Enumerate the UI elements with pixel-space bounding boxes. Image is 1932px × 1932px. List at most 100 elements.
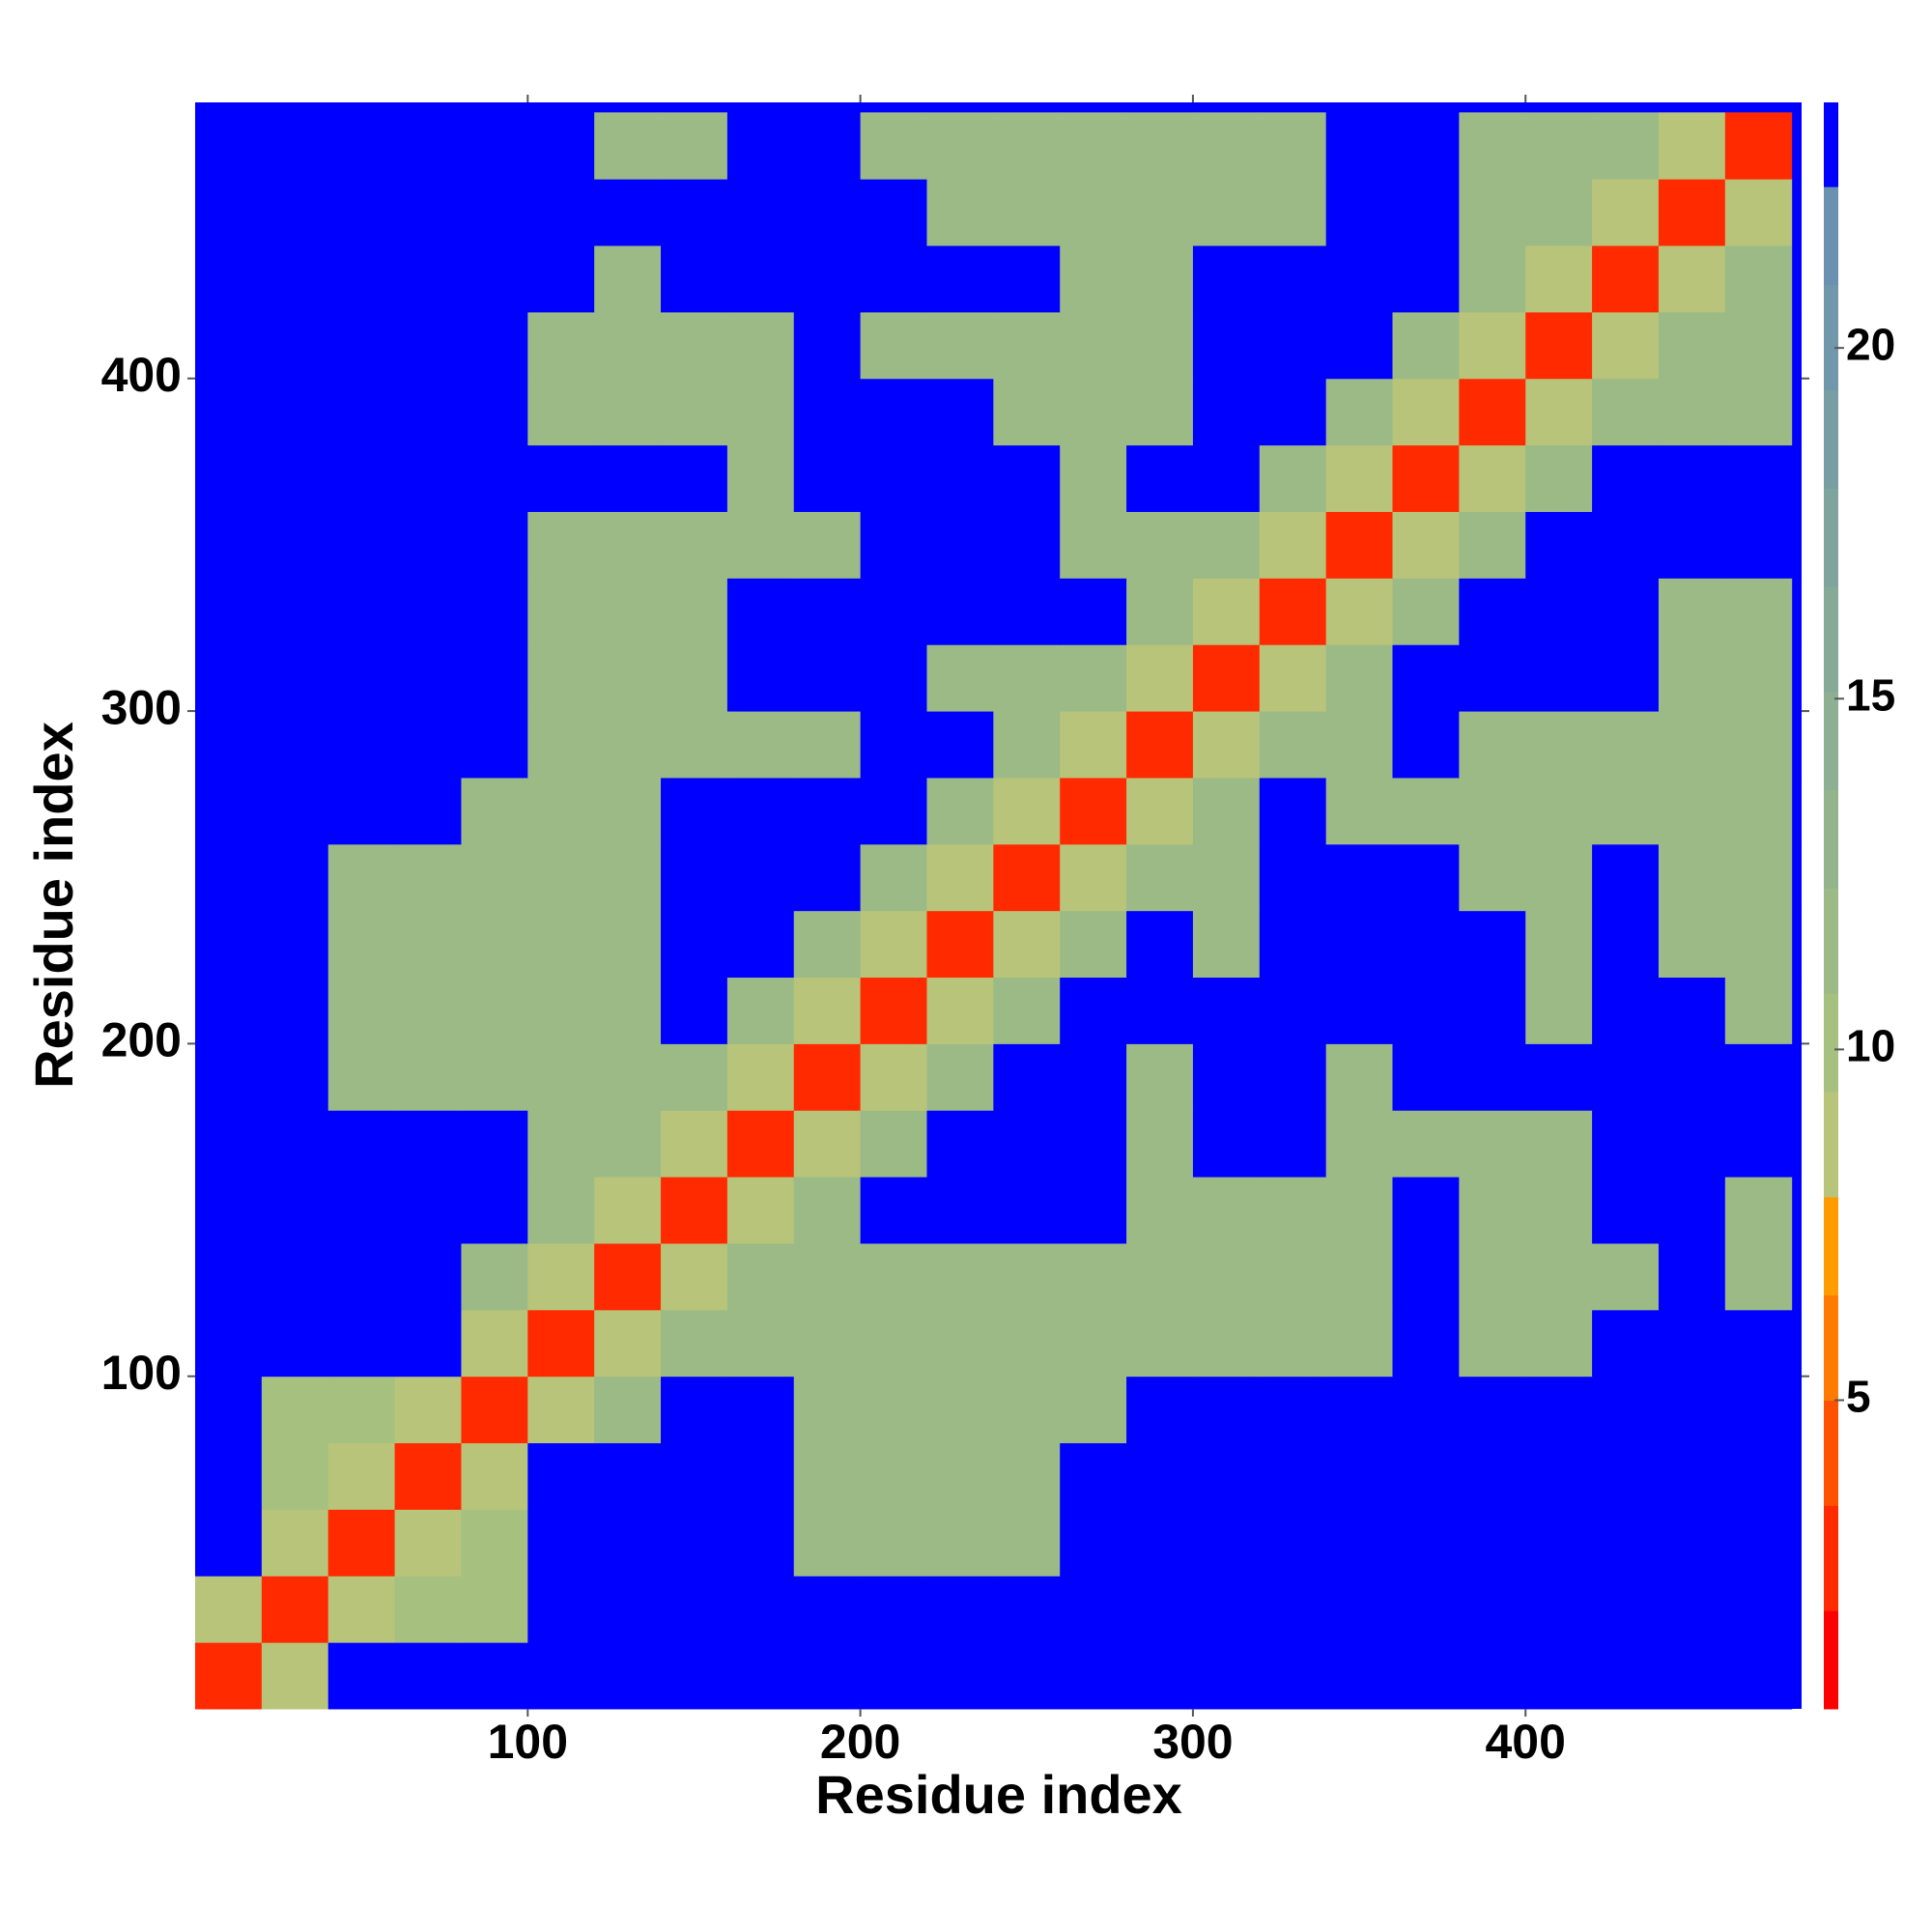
heatmap-cell [461,843,528,912]
y-tick-label: 400 [101,348,182,402]
heatmap-cell [860,644,927,712]
heatmap-cell [1658,179,1726,246]
heatmap-cell [661,179,728,246]
heatmap-cell [1724,511,1793,579]
heatmap-cell [527,245,595,313]
heatmap-cell [1658,578,1726,645]
heatmap-cell [1658,112,1726,180]
heatmap-cell [1259,977,1327,1044]
heatmap-cell [327,1043,396,1111]
heatmap-cell [1459,1509,1526,1577]
heatmap-cell [993,1576,1061,1643]
heatmap-cell [527,1309,595,1378]
heatmap-cell [527,977,595,1044]
heatmap-cell [594,910,662,979]
heatmap-cell [1392,444,1460,512]
heatmap-cell [195,1442,263,1510]
heatmap-cell [1060,1576,1127,1643]
heatmap-cell [1459,711,1526,779]
heatmap-cell [394,644,462,712]
heatmap-cell [594,1043,662,1111]
heatmap-cell [1724,112,1793,180]
heatmap-cell [527,1043,595,1111]
heatmap-cell [1392,311,1460,380]
heatmap-cell [1192,444,1261,512]
heatmap-cell [993,245,1061,313]
heatmap-cell [195,711,263,779]
colorbar-segment [1824,1400,1838,1506]
heatmap-cell [1325,311,1394,380]
heatmap-cell [261,578,329,645]
heatmap-cell [461,311,528,380]
heatmap-cell [1658,1242,1726,1311]
heatmap-cell [1392,843,1460,912]
heatmap-cell [1392,1110,1460,1178]
heatmap-cell [461,1043,528,1111]
heatmap-cell [327,245,396,313]
heatmap-cell [860,112,927,180]
heatmap-cell [1392,777,1460,845]
heatmap-cell [261,843,329,912]
heatmap-cell [327,1309,396,1378]
heatmap-cell [926,711,994,779]
heatmap-cell [1126,977,1194,1044]
heatmap-cell [1259,578,1327,645]
heatmap-cell [394,1242,462,1311]
heatmap-cell [327,977,396,1044]
heatmap-cell [527,711,595,779]
heatmap-cell [527,1376,595,1444]
heatmap-cell [1392,1177,1460,1244]
heatmap-cell [527,311,595,380]
heatmap-cell [594,1376,662,1444]
heatmap-cell [793,112,862,180]
heatmap-cell [1259,711,1327,779]
heatmap-cell [594,1642,662,1710]
heatmap-cell [1459,511,1526,579]
heatmap-cell [527,578,595,645]
heatmap-cell [1192,179,1261,246]
heatmap-cell [195,910,263,979]
heatmap-cell [1192,1177,1261,1244]
heatmap-cell [793,1110,862,1178]
heatmap-cell [993,179,1061,246]
heatmap-cell [1724,1043,1793,1111]
heatmap-cell [860,1442,927,1510]
y-axis-label: Residue index [23,722,84,1089]
heatmap-cell [1658,777,1726,845]
y-tick-label: 300 [101,680,182,734]
heatmap-cell [793,1309,862,1378]
heatmap-cell [1126,378,1194,446]
heatmap-cell [527,1242,595,1311]
heatmap-cell [1259,1376,1327,1444]
heatmap-cell [461,511,528,579]
heatmap-cell [726,112,795,180]
heatmap-cell [1392,511,1460,579]
heatmap-cell [860,578,927,645]
heatmap-cell [726,179,795,246]
heatmap-cell [261,1642,329,1710]
heatmap-cell [726,245,795,313]
heatmap-cell [1592,1576,1660,1643]
heatmap-cell [327,843,396,912]
heatmap-cell [1392,1576,1460,1643]
heatmap-cell [1658,1509,1726,1577]
heatmap-cell [195,179,263,246]
heatmap-cell [1658,711,1726,779]
heatmap-cell [461,711,528,779]
heatmap-cell [261,311,329,380]
heatmap-cell [1525,1642,1593,1710]
heatmap-cell [1592,578,1660,645]
heatmap-cell [1724,1642,1793,1710]
heatmap-cell [394,1376,462,1444]
heatmap-cell [726,1110,795,1178]
heatmap-cell [461,910,528,979]
heatmap-cell [993,777,1061,845]
heatmap-cell [1525,245,1593,313]
heatmap-cell [860,1509,927,1577]
heatmap-cell [461,444,528,512]
heatmap-cell [1592,1242,1660,1311]
heatmap-cell [993,977,1061,1044]
heatmap-cell [993,311,1061,380]
heatmap-cell [1192,1309,1261,1378]
heatmap-cell [1325,711,1394,779]
